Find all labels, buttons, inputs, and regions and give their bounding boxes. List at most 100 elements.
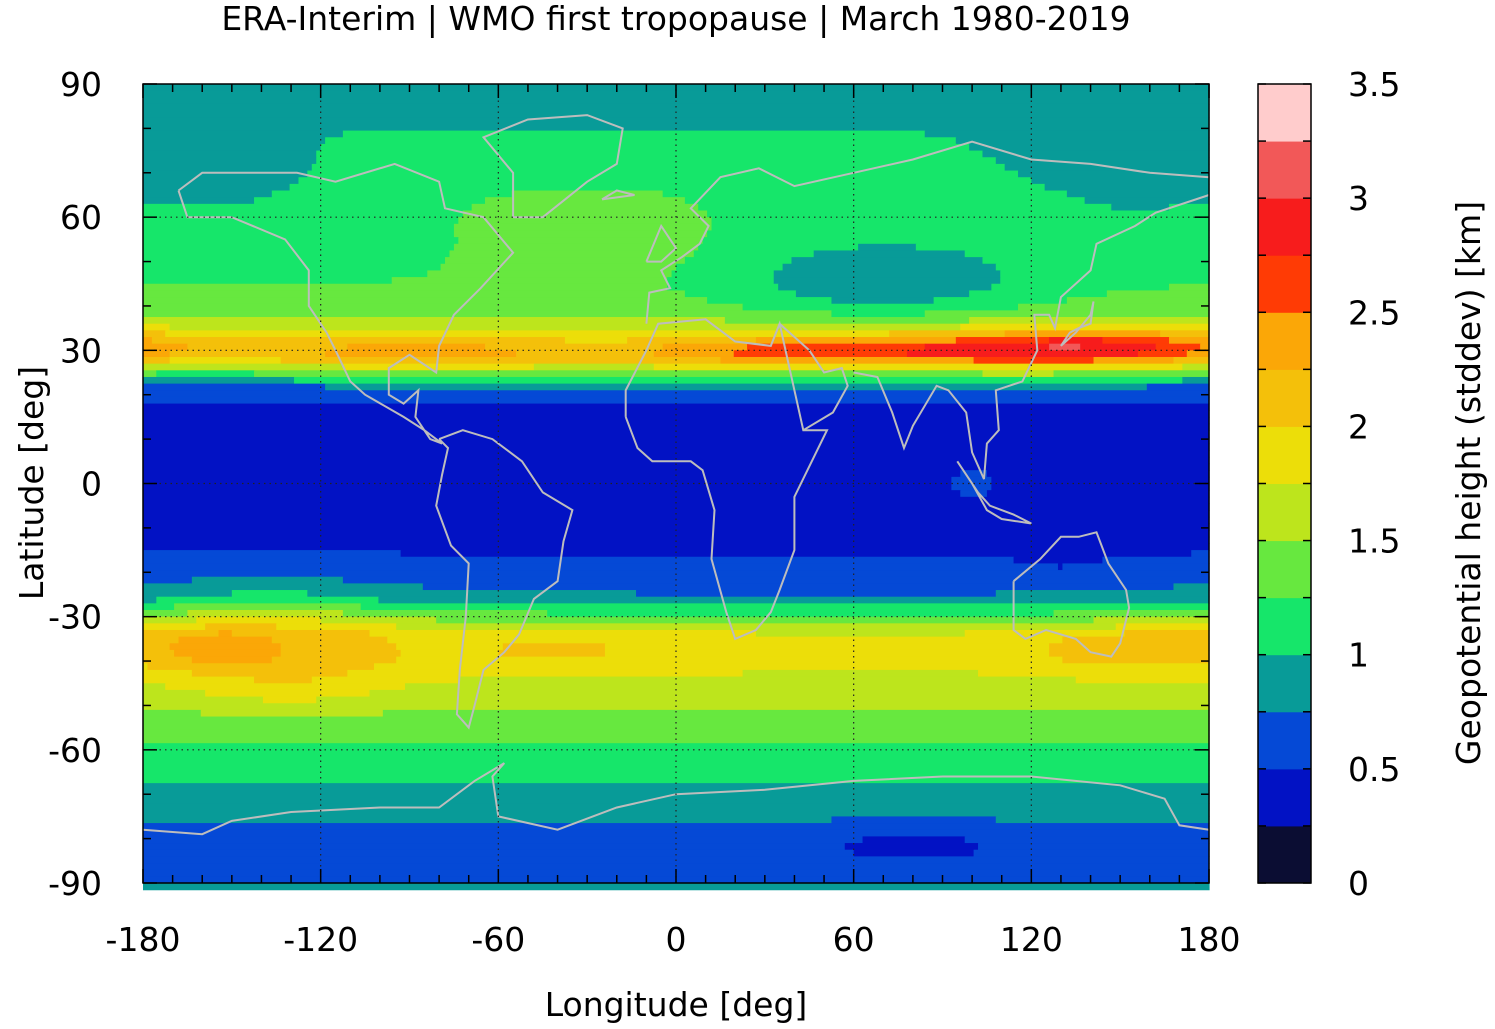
heatmap-cell: [742, 669, 979, 678]
heatmap-cell: [143, 170, 308, 178]
heatmap-cell: [516, 350, 655, 358]
heatmap-cell: [143, 723, 1210, 731]
heatmap-cell: [307, 170, 1019, 178]
heatmap-cell: [143, 317, 726, 325]
heatmap-cell: [156, 596, 379, 604]
heatmap-cell: [143, 217, 459, 225]
colorbar-segment: [1258, 597, 1311, 656]
heatmap-cell: [773, 270, 1001, 278]
x-tick-label: -60: [471, 920, 525, 959]
heatmap-cell: [143, 816, 833, 824]
heatmap-cell: [698, 203, 1112, 212]
heatmap-cell: [973, 849, 1210, 857]
heatmap-cell: [1169, 203, 1210, 212]
heatmap-cell: [143, 190, 273, 198]
heatmap-cell: [271, 636, 388, 644]
heatmap-cell: [187, 610, 344, 618]
colorbar-tick-label: 3.5: [1348, 65, 1400, 104]
heatmap-cell: [1049, 649, 1210, 658]
colorbar-tick-label: 0: [1348, 864, 1369, 903]
coastline: [853, 194, 1210, 480]
heatmap-cell: [1062, 636, 1210, 644]
heatmap-cell: [960, 470, 988, 478]
coastline: [645, 223, 678, 263]
heatmap-cell: [831, 297, 935, 305]
heatmap-cell: [1182, 363, 1210, 371]
heatmap-cell: [1115, 623, 1210, 631]
heatmap-cell: [1137, 350, 1188, 358]
heatmap-cell: [143, 137, 326, 145]
heatmap-cell: [969, 290, 1108, 298]
heatmap-cell: [978, 843, 1210, 851]
colorbar-segment: [1258, 654, 1311, 713]
heatmap-cell: [698, 243, 859, 252]
heatmap-cell: [143, 716, 1210, 724]
heatmap-cell: [147, 663, 375, 671]
heatmap-cell: [254, 676, 313, 684]
heatmap-cell: [143, 689, 206, 698]
heatmap-cell: [165, 683, 406, 691]
heatmap-cell: [844, 843, 979, 851]
heatmap-cell: [143, 183, 291, 192]
colorbar-tick-label: 2.5: [1348, 293, 1400, 332]
heatmap-cell: [915, 243, 1210, 252]
heatmap-cell: [1106, 290, 1210, 298]
heatmap-cell: [360, 603, 1210, 611]
heatmap-cell: [858, 243, 917, 252]
heatmap-cell: [143, 590, 233, 598]
heatmap-cell: [1053, 610, 1210, 618]
heatmap-cell: [667, 283, 779, 292]
x-tick-label: -120: [283, 920, 358, 959]
colorbar: [1258, 84, 1311, 884]
heatmap-cell: [533, 363, 655, 371]
x-tick-label: 60: [833, 920, 875, 959]
heatmap-cell: [498, 649, 606, 658]
heatmap-cell: [143, 110, 1210, 118]
heatmap-cell: [1013, 556, 1103, 564]
heatmap-cell: [143, 696, 264, 704]
heatmap-cell: [964, 836, 1210, 844]
heatmap-cell: [143, 709, 202, 718]
heatmap-cell: [143, 210, 464, 218]
heatmap-cell: [143, 563, 1059, 571]
heatmap-cell: [143, 636, 180, 644]
heatmap-cell: [378, 596, 1210, 604]
heatmap-cell: [1075, 676, 1210, 684]
y-tick-label: 0: [81, 465, 102, 504]
heatmap-cell: [143, 130, 344, 138]
heatmap-cell: [143, 350, 171, 358]
heatmap-cell: [400, 550, 1192, 558]
heatmap-cell: [143, 683, 166, 691]
heatmap-cell: [143, 277, 393, 285]
colorbar-segment: [1258, 255, 1311, 313]
chart-title: ERA-Interim | WMO first tropopause | Mar…: [221, 0, 1130, 38]
heatmap-cell: [396, 656, 1064, 664]
heatmap-cell: [1018, 303, 1210, 311]
heatmap-cell: [653, 350, 735, 358]
y-tick-label: -90: [48, 864, 102, 903]
heatmap-cell: [1093, 356, 1175, 365]
heatmap-cell: [711, 217, 1210, 225]
heatmap-cell: [564, 337, 628, 345]
heatmap-cell: [325, 137, 957, 145]
heatmap-cell: [169, 350, 326, 358]
heatmap-cell: [382, 709, 1210, 718]
colorbar-label: Geopotential height (stddev) [km]: [1449, 201, 1488, 765]
heatmap-cell: [342, 363, 535, 371]
heatmap-cell: [453, 223, 713, 232]
heatmap-cell: [276, 623, 397, 631]
heatmap-cell: [187, 343, 348, 351]
heatmap-cell: [218, 629, 233, 638]
heatmap-cell: [143, 596, 157, 604]
heatmap-cell: [964, 629, 1126, 638]
heatmap-cell: [978, 669, 1210, 678]
heatmap-cell: [156, 370, 255, 378]
heatmap-cell: [924, 130, 1210, 138]
heatmap-cell: [991, 483, 1210, 491]
heatmap-cell: [747, 343, 926, 351]
heatmap-cell: [485, 197, 686, 205]
colorbar-segment: [1258, 84, 1311, 142]
heatmap-cell: [143, 743, 1210, 751]
heatmap-cell: [143, 616, 197, 624]
heatmap-cell: [862, 836, 966, 844]
